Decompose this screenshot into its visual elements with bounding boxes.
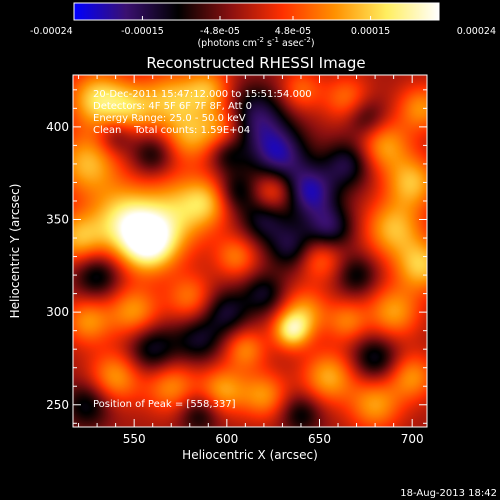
- annotation-clean-counts: Clean Total counts: 1.59E+04: [93, 125, 250, 136]
- plot-frame: [72, 74, 428, 428]
- colorbar-tick-label: 0.00024: [457, 26, 496, 37]
- colorbar-bar: [73, 2, 440, 21]
- x-tick-label: 650: [308, 432, 331, 446]
- colorbar-tick-label: -0.00024: [30, 26, 73, 37]
- chart-title: Reconstructed RHESSI Image: [146, 54, 365, 72]
- colorbar-tick-label: 0.00015: [351, 26, 390, 37]
- colorbar: -0.00024 -0.00015 -4.8e-05 4.8e-05 0.00015 0.…: [30, 2, 496, 49]
- x-tick-label: 550: [123, 432, 146, 446]
- y-tick-label: 250: [46, 398, 69, 412]
- colorbar-tick-label: -4.8e-05: [200, 26, 240, 37]
- peak-position-label: Position of Peak = [558,337]: [93, 399, 236, 410]
- annotation-energy-range: Energy Range: 25.0 - 50.0 keV: [93, 113, 246, 124]
- colorbar-units: (photons cm-2 s-1 asec-2): [197, 36, 314, 49]
- colorbar-tick-label: 4.8e-05: [275, 26, 311, 37]
- x-tick-label: 600: [215, 432, 238, 446]
- x-tick-label: 700: [401, 432, 424, 446]
- colorbar-tick-label: -0.00015: [121, 26, 164, 37]
- annotation-block: 20-Dec-2011 15:47:12.000 to 15:51:54.000…: [93, 89, 312, 136]
- colorbar-ticks: -0.00024 -0.00015 -4.8e-05 4.8e-05 0.00015 0.…: [30, 16, 496, 37]
- x-axis-label: Heliocentric X (arcsec): [182, 448, 318, 462]
- axis-ticks: 550 600 650 700 250 300 350 400: [46, 75, 427, 446]
- plot-area: 550 600 650 700 250 300 350 400: [46, 74, 428, 446]
- y-tick-label: 300: [46, 305, 69, 319]
- annotation-time-range: 20-Dec-2011 15:47:12.000 to 15:51:54.000: [93, 89, 312, 100]
- y-tick-label: 400: [46, 120, 69, 134]
- y-tick-label: 350: [46, 213, 69, 227]
- footer-timestamp: 18-Aug-2013 18:42: [400, 488, 497, 499]
- annotation-detectors: Detectors: 4F 5F 6F 7F 8F, Att 0: [93, 101, 252, 112]
- heatmap-image: [73, 75, 427, 427]
- y-axis-label: Heliocentric Y (arcsec): [8, 184, 22, 319]
